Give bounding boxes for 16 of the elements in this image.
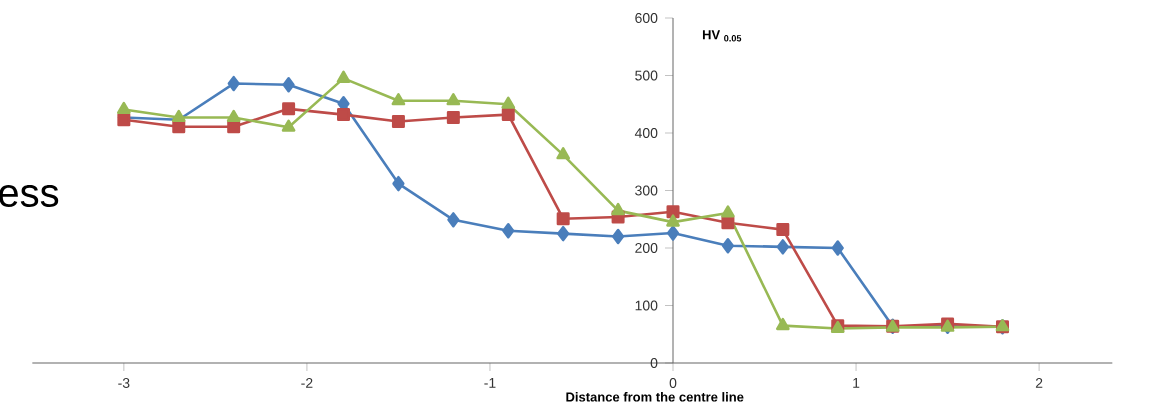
y-tick-label: 200 — [635, 243, 658, 253]
y-axis-title: HV $_{0.05}$ — [702, 30, 742, 42]
x-tick-label: 2 — [1035, 378, 1043, 388]
x-tick-label: -3 — [118, 378, 130, 388]
x-tick-label: 1 — [853, 378, 860, 388]
y-tick-label: 100 — [635, 300, 658, 311]
x-tick-label: -2 — [301, 378, 313, 388]
x-axis-title: Distance from the centre line — [566, 392, 744, 402]
annotation: ess — [0, 185, 59, 207]
y-tick-label: 0 — [650, 358, 658, 368]
x-tick-label: -1 — [484, 378, 496, 388]
y-tick-label: 600 — [635, 13, 658, 23]
x-tick-label: 0 — [669, 378, 677, 388]
y-tick-label: 300 — [635, 185, 658, 196]
y-tick-label: 400 — [634, 128, 658, 138]
y-tick-label: 500 — [635, 70, 658, 81]
